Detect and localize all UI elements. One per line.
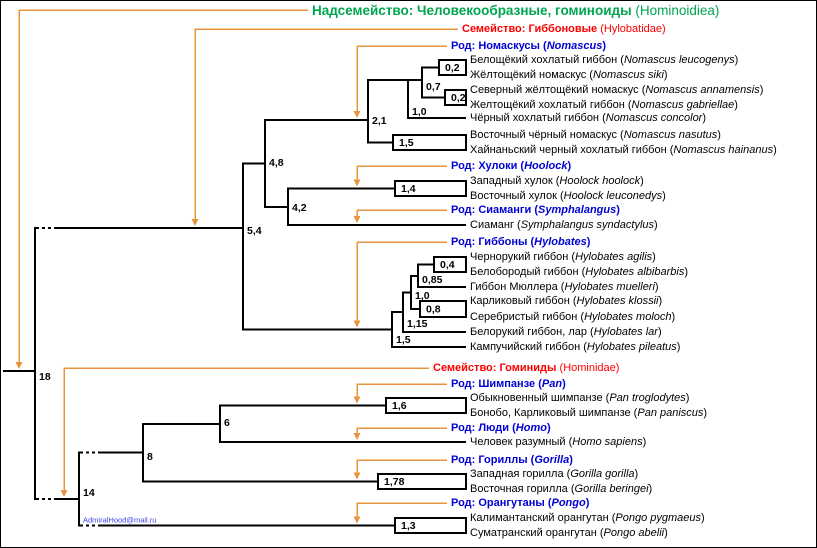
species-label: Человек разумный (Homo sapiens)	[470, 436, 646, 448]
species-label: Кампучийский гиббон (Hylobates pileatus)	[470, 341, 680, 353]
node-age-label: 0,2	[445, 62, 460, 74]
species-label: Серебристый гиббон (Hylobates moloch)	[470, 311, 675, 323]
family-label: Семейство: Гоминиды (Hominidae)	[433, 362, 619, 374]
species-label: Белощёкий хохлатый гиббон (Nomascus leuc…	[470, 54, 738, 66]
arrowhead-icon	[353, 216, 361, 223]
clade-box	[385, 397, 467, 414]
node-age-label: 1,0	[412, 106, 427, 118]
arrowhead-icon	[353, 396, 361, 404]
clade-box	[392, 134, 467, 151]
node-age-label: 18	[39, 371, 51, 383]
genus-label: Род: Шимпанзе (Pan)	[451, 378, 566, 390]
species-label: Чернорукий гиббон (Hylobates agilis)	[470, 251, 656, 263]
node-age-label: 1,0	[415, 290, 430, 302]
arrowhead-icon	[60, 490, 68, 497]
node-labels: 0,2 0,2 0,7 1,0 1,5 2,1 1,4 4,2 4,8 0,4 0,85 0,8 1,0…	[39, 62, 466, 532]
species-label: Карликовый гиббон (Hylobates klossii)	[470, 295, 662, 307]
species-label: Сиаманг (Symphalangus syndactylus)	[470, 219, 658, 231]
genus-label: Род: Сиаманги (Symphalangus)	[451, 204, 620, 216]
clade-box	[394, 180, 467, 197]
node-age-label: 1,5	[396, 334, 411, 346]
arrowhead-icon	[353, 111, 361, 118]
node-age-label: 0,85	[422, 274, 443, 286]
arrowhead-icon	[15, 362, 23, 369]
node-age-label: 0,2	[451, 92, 466, 104]
genus-label: Род: Гориллы (Gorilla)	[451, 454, 573, 466]
clade-box	[433, 256, 467, 273]
node-age-label: 6	[224, 417, 230, 429]
genus-label: Род: Хулоки (Hoolock)	[451, 160, 571, 172]
node-age-label: 1,5	[399, 137, 414, 149]
clade-box	[377, 473, 467, 490]
clade-box	[444, 89, 467, 106]
species-label: Белобородый гиббон (Hylobates albibarbis…	[470, 266, 688, 278]
species-label: Бонобо, Карликовый шимпанзе (Pan paniscu…	[470, 407, 707, 419]
node-age-label: 1,78	[384, 476, 405, 488]
species-label: Суматранский орангутан (Pongo abelii)	[470, 527, 668, 539]
arrowhead-icon	[353, 472, 361, 480]
species-label: Восточный чёрный номаскус (Nomascus nasu…	[470, 129, 721, 141]
arrowhead-icon	[353, 433, 361, 440]
species-label: Западный хулок (Hoolock hoolock)	[470, 175, 644, 187]
genus-label: Род: Гиббоны (Hylobates)	[451, 236, 591, 248]
node-age-label: 5,4	[247, 225, 262, 237]
node-age-label: 0,7	[426, 81, 441, 93]
arrowhead-icon	[353, 179, 361, 187]
species-label: Восточная горилла (Gorilla beringei)	[470, 483, 652, 495]
node-age-label: 1,15	[407, 318, 428, 330]
arrowhead-icon	[353, 516, 361, 524]
pointer-lines	[15, 9, 458, 524]
species-label: Северный жёлтощёкий номаскус (Nomascus a…	[470, 84, 763, 96]
tree-edges	[3, 66, 466, 527]
species-label: Белорукий гиббон, лар (Hylobates lar)	[470, 326, 662, 338]
node-age-label: 0,8	[426, 304, 441, 316]
genus-label: Род: Номаскусы (Nomascus)	[451, 40, 606, 52]
node-age-label: 4,8	[269, 157, 284, 169]
species-label: Чёрный хохлатый гиббон (Nomascus concolo…	[470, 112, 706, 124]
node-age-label: 1,6	[392, 400, 407, 412]
species-label: Гиббон Мюллера (Hylobates muelleri)	[470, 281, 659, 293]
species-label: Восточный хулок (Hoolock leuconedys)	[470, 190, 666, 202]
diagram-title: Надсемейство: Человекообразные, гоминоид…	[312, 3, 719, 18]
node-age-label: 1,3	[401, 520, 416, 532]
node-age-label: 0,4	[440, 259, 455, 271]
genus-label: Род: Орангутаны (Pongo)	[451, 497, 590, 509]
node-age-label: 8	[147, 451, 153, 463]
node-age-label: 2,1	[372, 115, 387, 127]
species-label: Желтощёкий хохлатый гиббон (Nomascus gab…	[470, 99, 738, 111]
watermark-text: AdmiralHood@mail.ru	[83, 516, 156, 525]
species-label: Западная горилла (Gorilla gorilla)	[470, 468, 638, 480]
genus-label: Род: Люди (Homo)	[451, 422, 551, 434]
node-age-label: 1,4	[401, 183, 416, 195]
arrowhead-icon	[353, 320, 361, 328]
arrowhead-icon	[191, 219, 199, 226]
node-age-label: 4,2	[292, 202, 307, 214]
clade-box	[394, 517, 467, 534]
species-label: Обыкновенный шимпанзе (Pan troglodytes)	[470, 392, 689, 404]
clade-box	[438, 59, 467, 76]
clade-box	[419, 300, 467, 318]
taxa-labels: Надсемейство: Человекообразные, гоминоид…	[312, 3, 777, 540]
species-label: Хайнаньский черный хохлатый гиббон (Noma…	[470, 144, 777, 156]
species-label: Жёлтощёкий номаскус (Nomascus siki)	[470, 69, 668, 81]
family-label: Семейство: Гиббоновые (Hylobatidae)	[462, 23, 666, 35]
node-age-label: 14	[83, 487, 95, 499]
clade-boxes	[377, 59, 467, 534]
species-label: Калимантанский орангутан (Pongo pygmaeus…	[470, 512, 705, 524]
